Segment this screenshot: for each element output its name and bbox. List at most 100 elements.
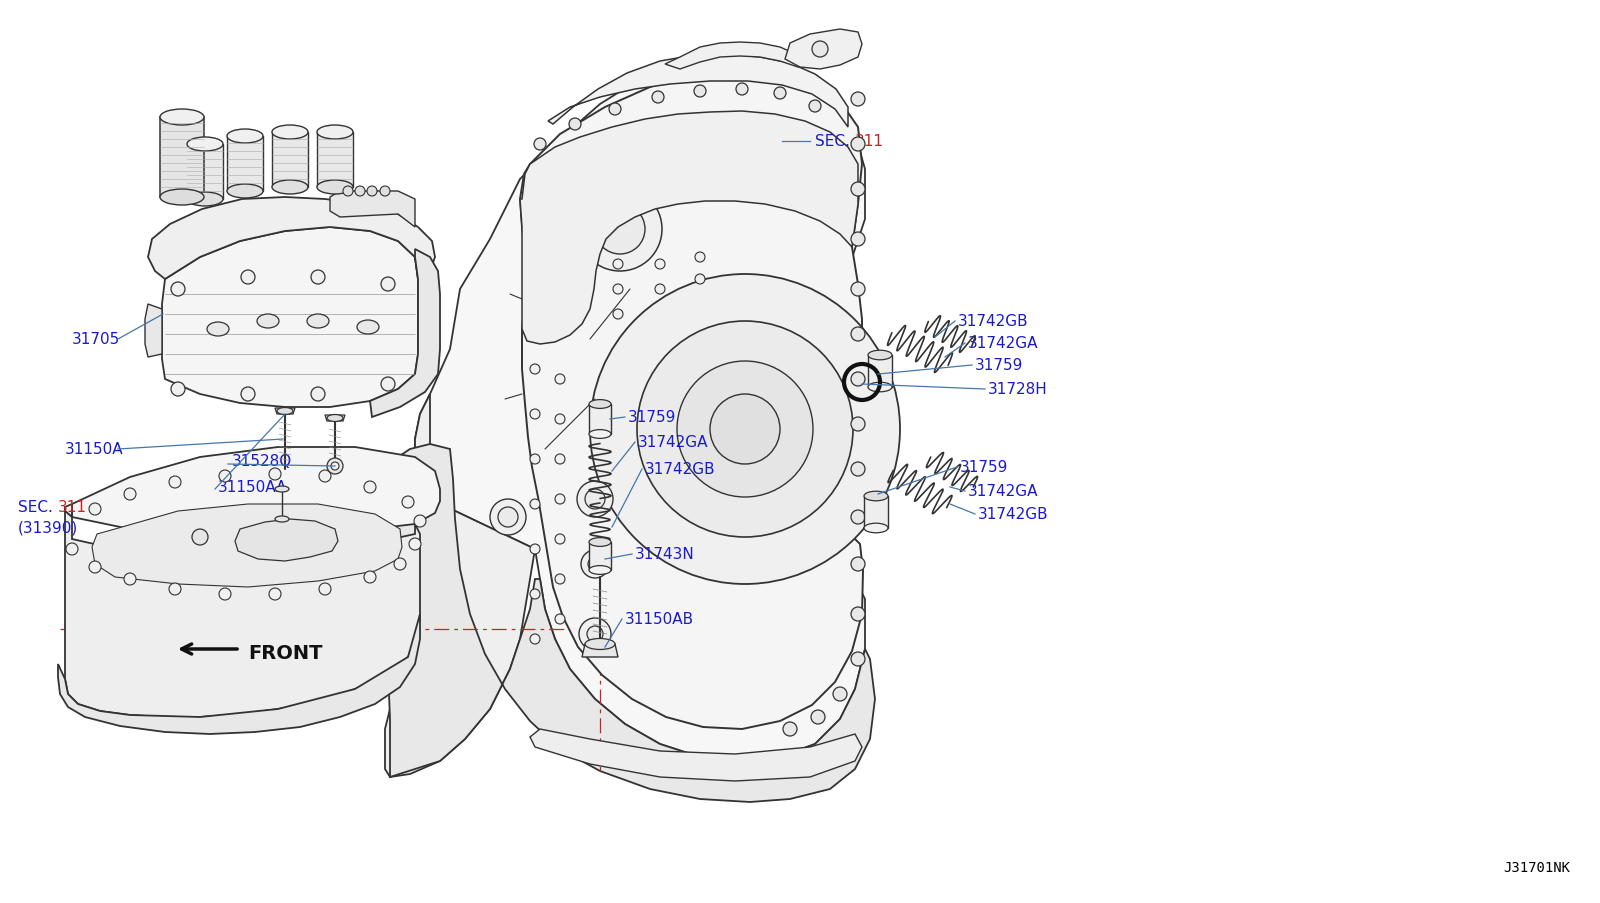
Circle shape [851,233,866,247]
Ellipse shape [160,190,205,206]
Ellipse shape [867,350,893,360]
Circle shape [170,477,181,489]
Circle shape [782,722,797,736]
Ellipse shape [272,181,307,195]
Circle shape [813,42,829,58]
Circle shape [610,104,621,116]
Circle shape [595,205,645,255]
Polygon shape [547,55,848,128]
Circle shape [66,544,78,555]
Circle shape [851,328,866,341]
Text: 311: 311 [854,135,883,149]
Polygon shape [387,444,875,802]
Circle shape [774,88,786,100]
Circle shape [342,187,354,197]
Circle shape [851,462,866,477]
Circle shape [498,507,518,527]
Text: SEC.: SEC. [814,135,850,149]
Circle shape [851,510,866,525]
Circle shape [381,278,395,292]
Circle shape [834,687,846,702]
Circle shape [318,583,331,595]
Circle shape [653,92,664,104]
Ellipse shape [275,517,290,523]
Ellipse shape [317,181,354,195]
Text: 311: 311 [58,500,86,515]
Circle shape [555,454,565,464]
Circle shape [694,86,706,98]
Circle shape [269,589,282,600]
Circle shape [219,470,230,482]
Polygon shape [93,505,402,587]
Ellipse shape [864,524,888,533]
Circle shape [590,275,899,584]
Polygon shape [582,644,618,657]
Circle shape [851,93,866,107]
Circle shape [355,187,365,197]
Ellipse shape [258,314,278,329]
Circle shape [530,365,541,375]
Circle shape [125,489,136,500]
Text: 31759: 31759 [960,460,1008,475]
Ellipse shape [187,138,222,152]
Circle shape [587,627,603,642]
Circle shape [811,711,826,724]
Ellipse shape [586,638,614,650]
Ellipse shape [277,408,293,415]
Circle shape [736,84,749,96]
Circle shape [581,551,610,578]
Polygon shape [520,70,862,730]
Circle shape [534,139,546,151]
Text: 31743N: 31743N [635,547,694,562]
Circle shape [851,373,866,386]
Polygon shape [386,395,534,777]
Circle shape [637,321,853,537]
Circle shape [414,516,426,527]
Polygon shape [58,614,419,734]
Circle shape [90,504,101,516]
Circle shape [310,271,325,284]
Ellipse shape [357,321,379,335]
Circle shape [851,608,866,621]
Circle shape [694,275,706,284]
Circle shape [242,387,254,402]
Ellipse shape [187,192,222,207]
Ellipse shape [867,383,893,393]
Text: SEC.: SEC. [18,500,53,515]
Text: 31150A: 31150A [66,442,123,457]
Circle shape [242,271,254,284]
Circle shape [530,590,541,600]
Circle shape [694,253,706,263]
Text: 31759: 31759 [974,358,1024,373]
Circle shape [579,619,611,650]
Circle shape [170,583,181,595]
Polygon shape [589,543,611,571]
Text: 31528Q: 31528Q [232,454,293,469]
Circle shape [365,481,376,493]
Circle shape [394,558,406,571]
Text: (31390): (31390) [18,520,78,535]
Circle shape [269,469,282,480]
Circle shape [586,489,605,509]
Polygon shape [520,112,858,345]
Text: 31759: 31759 [627,410,677,425]
Circle shape [555,574,565,584]
Ellipse shape [589,566,611,575]
Circle shape [171,383,186,396]
Text: 31150AA: 31150AA [218,480,288,495]
Circle shape [851,182,866,197]
Ellipse shape [326,415,342,422]
Polygon shape [160,118,205,198]
Circle shape [410,538,421,551]
Circle shape [381,187,390,197]
Circle shape [578,188,662,272]
Polygon shape [146,304,162,358]
Circle shape [589,557,602,572]
Circle shape [677,361,813,498]
Circle shape [530,410,541,420]
Circle shape [171,283,186,297]
Circle shape [490,499,526,535]
Text: FRONT: FRONT [248,644,323,663]
Polygon shape [867,356,893,387]
Ellipse shape [317,126,354,140]
